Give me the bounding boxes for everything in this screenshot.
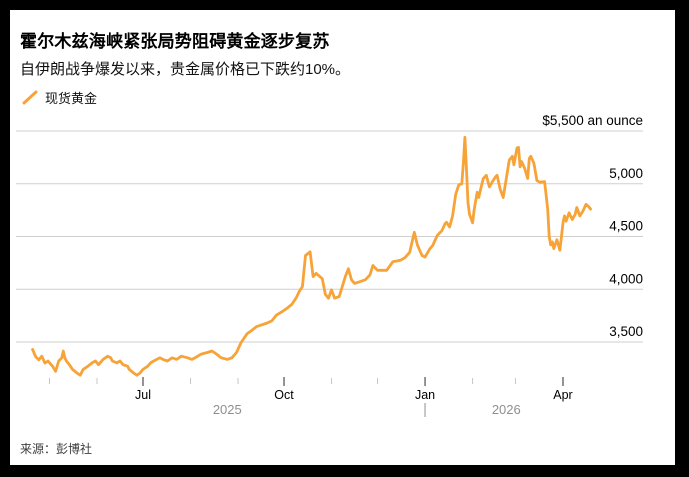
x-axis-month-label: Oct [274,388,294,402]
y-axis-label: $5,500 an ounce [542,113,643,128]
chart-card: $5,500 an ounce 5,000 4,500 4,000 3,500 Jul Oc… [10,10,675,465]
legend-label: 现货黄金 [45,90,98,106]
page-title: 霍尔木兹海峡紧张局势阻碍黄金逐步复苏 [20,32,330,51]
x-axis-year-label: 2025 [213,402,242,417]
x-axis-month-label: Jan [415,388,435,402]
source-note: 来源：彭博社 [20,442,93,456]
gold-price-chart: $5,500 an ounce 5,000 4,500 4,000 3,500 Jul Oc… [16,113,643,417]
y-axis-label: 4,000 [609,271,643,286]
y-axis-label: 4,500 [609,219,643,234]
y-axis-label: 3,500 [609,324,643,339]
legend-marker-icon [22,90,38,104]
x-axis-month-label: Apr [553,388,572,402]
x-axis-month-label: Jul [135,388,151,402]
x-axis-year-label: 2026 [492,402,521,417]
legend: 现货黄金 [22,88,97,106]
page-subtitle: 自伊朗战争爆发以来，贵金属价格已下跌约10%。 [20,61,351,78]
spot-gold-line [31,135,592,377]
y-axis-label: 5,000 [609,166,643,181]
